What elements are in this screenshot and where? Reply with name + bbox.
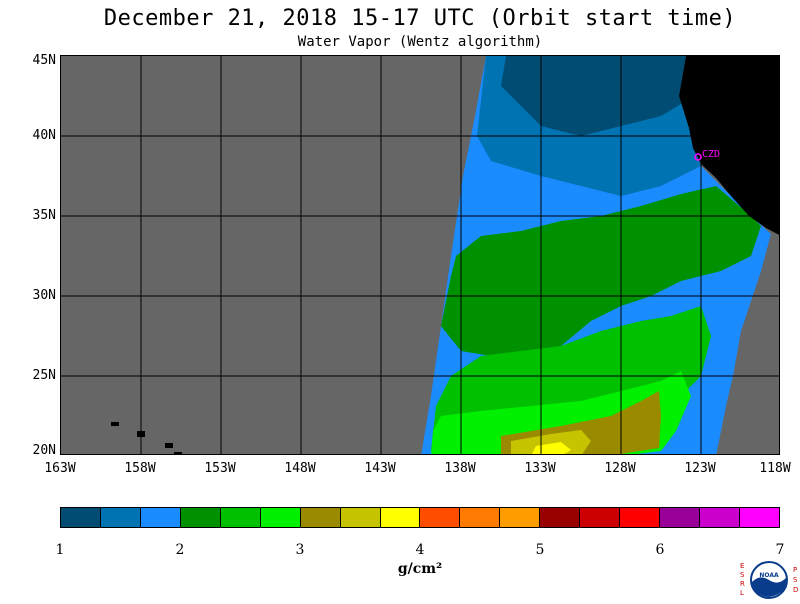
colorbar-swatch [739, 508, 779, 527]
colorbar-swatch [140, 508, 181, 527]
lat-label: 45N [32, 53, 56, 68]
logo-text: NOAA [759, 572, 779, 579]
station-label: CZD [702, 149, 720, 160]
lon-label: 158W [124, 461, 156, 476]
logo-letter: S [793, 576, 798, 584]
logo-letter: L [740, 589, 744, 597]
logo-letter: P [793, 566, 797, 574]
swath-bright-yellow-region [532, 442, 571, 454]
lon-label: 118W [759, 461, 791, 476]
logo-letter: D [793, 586, 798, 594]
colorbar-swatch [100, 508, 141, 527]
lat-label: 30N [32, 288, 56, 303]
colorbar-swatch [620, 508, 661, 527]
land-mass [679, 56, 779, 235]
lon-label: 148W [284, 461, 316, 476]
station-marker [694, 153, 702, 161]
page-title: December 21, 2018 15-17 UTC (Orbit start… [103, 6, 737, 31]
lon-label: 163W [44, 461, 76, 476]
colorbar-tick-label: 1 [55, 542, 65, 558]
hawaii-island [165, 443, 173, 448]
colorbar-tick-label: 5 [535, 542, 545, 558]
logo-letter: E [740, 562, 744, 570]
page-subtitle: Water Vapor (Wentz algorithm) [297, 34, 543, 50]
colorbar [60, 507, 780, 528]
colorbar-swatch [220, 508, 261, 527]
colorbar-tick-label: 3 [295, 542, 305, 558]
lat-label: 40N [32, 128, 56, 143]
colorbar-tick-label: 6 [655, 542, 665, 558]
logo-letter: S [740, 571, 745, 579]
lat-label: 25N [32, 368, 56, 383]
colorbar-swatch [180, 508, 221, 527]
colorbar-tick-label: 4 [415, 542, 425, 558]
lon-label: 143W [364, 461, 396, 476]
colorbar-tick-label: 2 [175, 542, 185, 558]
lon-label: 153W [204, 461, 236, 476]
colorbar-swatch [460, 508, 501, 527]
lon-label: 133W [524, 461, 556, 476]
swath-green-band [441, 186, 761, 356]
noaa-esrl-logo: E S R L P S D NOAA [738, 558, 800, 600]
colorbar-swatch [61, 508, 101, 527]
water-vapor-map: CZD [60, 55, 780, 455]
swath-yellow-region [511, 430, 591, 454]
colorbar-swatch [580, 508, 621, 527]
colorbar-swatch [340, 508, 381, 527]
colorbar-swatch [380, 508, 421, 527]
colorbar-tick-label: 7 [775, 542, 785, 558]
lon-label: 138W [444, 461, 476, 476]
hawaii-island [111, 422, 119, 426]
hawaii-island [174, 452, 182, 454]
colorbar-swatch [500, 508, 541, 527]
logo-letter: R [740, 580, 745, 588]
map-grid [61, 56, 779, 454]
colorbar-swatch [300, 508, 341, 527]
colorbar-swatch [420, 508, 461, 527]
swath-mid-blue-region [477, 56, 701, 196]
map-svg: CZD [61, 56, 779, 454]
colorbar-swatch [660, 508, 700, 527]
lat-label: 35N [32, 208, 56, 223]
colorbar-swatch [700, 508, 740, 527]
colorbar-swatch [260, 508, 301, 527]
lon-label: 123W [684, 461, 716, 476]
lat-label: 20N [32, 443, 56, 458]
lon-label: 128W [604, 461, 636, 476]
colorbar-swatch [540, 508, 581, 527]
colorbar-unit: g/cm² [397, 561, 443, 577]
noaa-wave-icon [752, 577, 786, 597]
